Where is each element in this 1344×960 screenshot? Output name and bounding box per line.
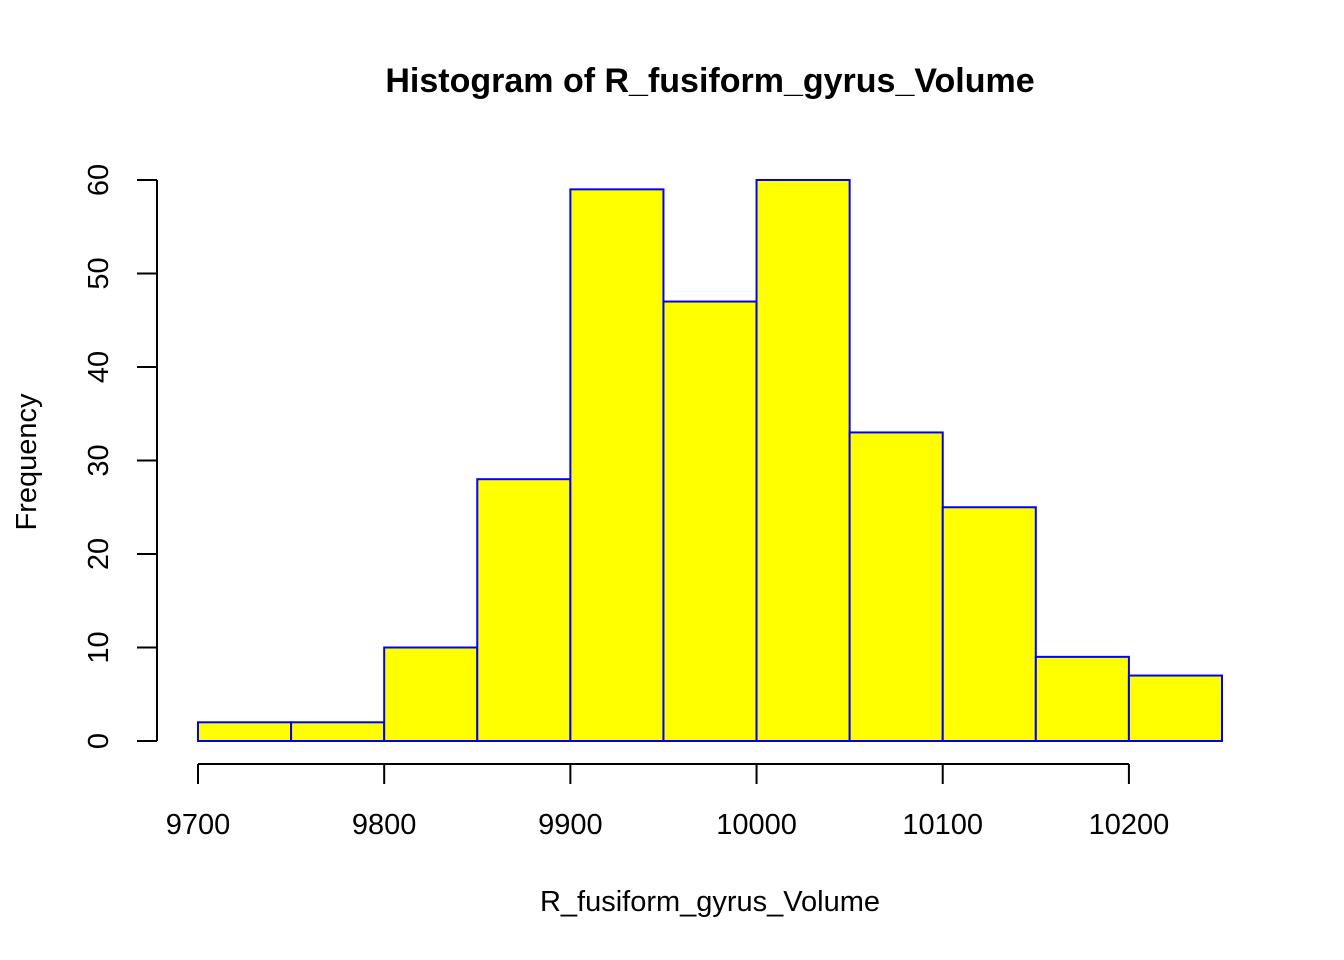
histogram-bar-6: [662, 300, 758, 742]
bars-group: [197, 179, 1223, 743]
y-axis-label: Frequency: [11, 393, 43, 531]
x-tick-label: 10200: [1089, 809, 1170, 841]
histogram-bar-9: [941, 506, 1037, 742]
y-axis: 0 10 20 30 40 50 60: [83, 164, 158, 749]
x-axis: 9700 9800 9900 10000 10100 10200: [166, 763, 1170, 841]
histogram-bar-10: [1034, 655, 1130, 742]
histogram-bar-4: [476, 478, 572, 742]
y-tick-label: 10: [83, 631, 115, 663]
histogram-bar-2: [290, 721, 386, 742]
y-tick-label: 0: [83, 733, 115, 749]
histogram-bar-3: [383, 646, 479, 742]
y-tick-label: 50: [83, 257, 115, 289]
histogram-bar-11: [1127, 674, 1223, 742]
x-tick-label: 9700: [166, 809, 231, 841]
x-axis-label: R_fusiform_gyrus_Volume: [540, 886, 880, 918]
histogram-bar-8: [848, 431, 944, 742]
y-tick-label: 30: [83, 444, 115, 476]
x-tick-label: 10000: [716, 809, 797, 841]
histogram-bar-1: [197, 721, 293, 742]
y-tick-label: 60: [83, 164, 115, 196]
histogram-bar-7: [755, 179, 851, 742]
x-tick-label: 9800: [352, 809, 417, 841]
y-tick-label: 40: [83, 351, 115, 383]
y-tick-label: 20: [83, 538, 115, 570]
x-tick-label: 10100: [902, 809, 983, 841]
chart-title: Histogram of R_fusiform_gyrus_Volume: [385, 62, 1034, 100]
histogram-bar-5: [569, 188, 665, 743]
x-tick-label: 9900: [538, 809, 603, 841]
